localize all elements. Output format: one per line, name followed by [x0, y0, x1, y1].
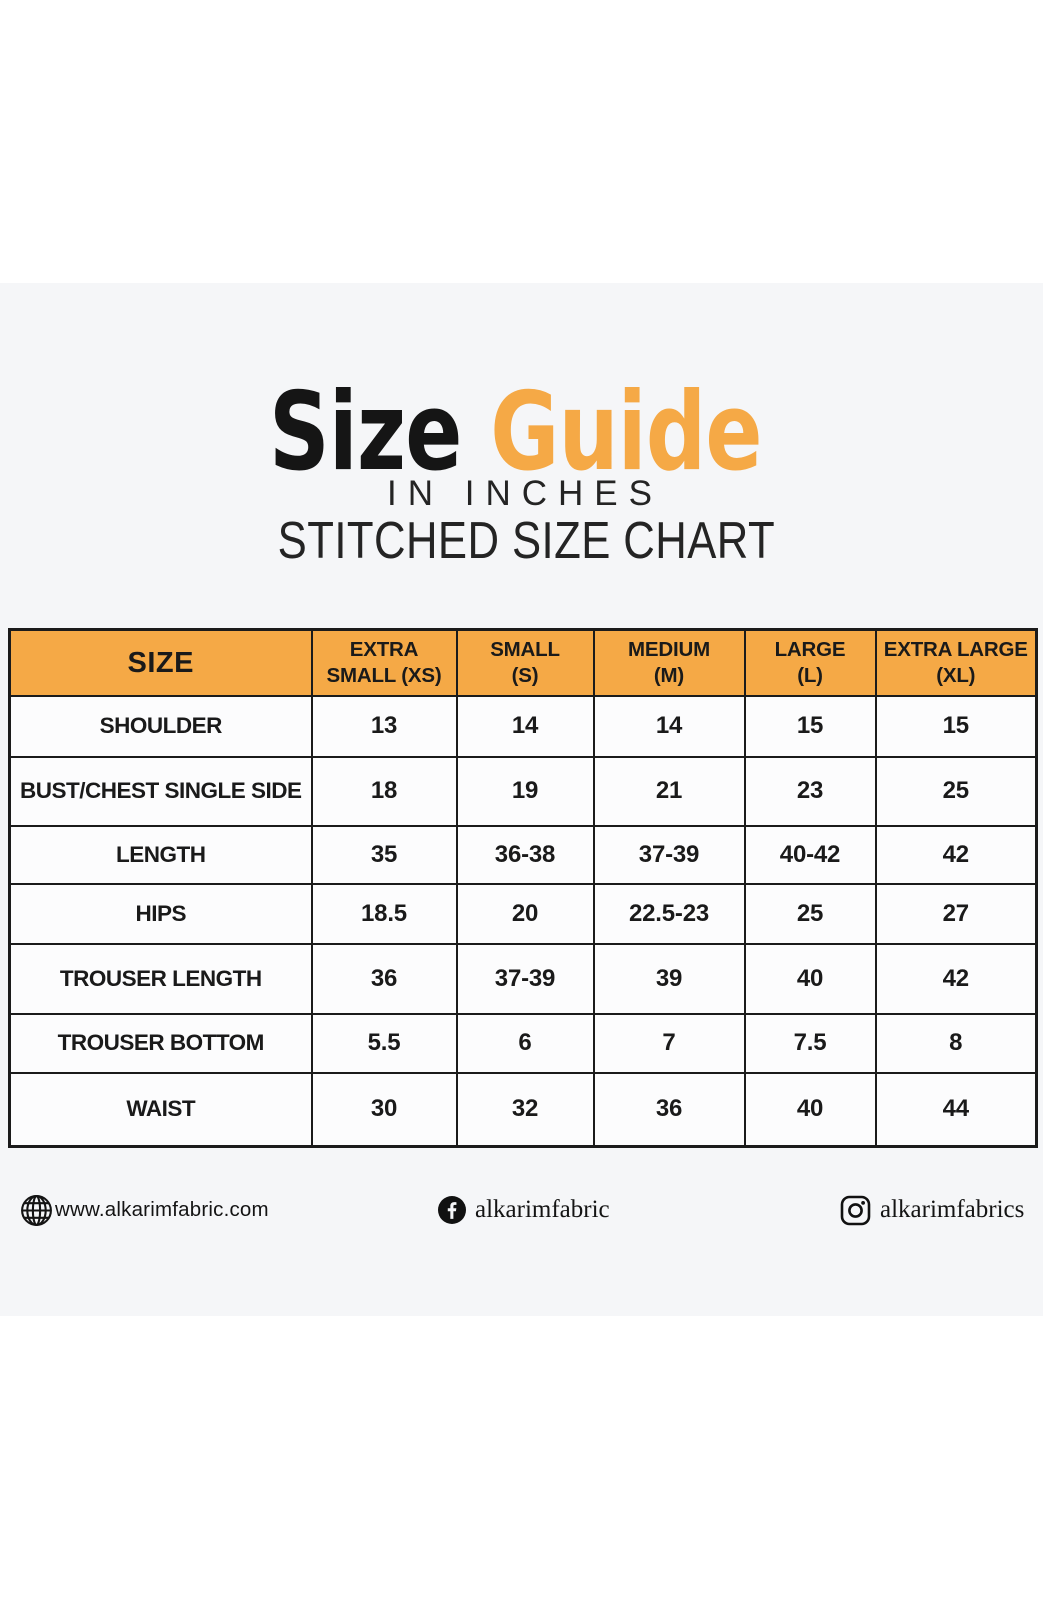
table-row: HIPS 18.5 20 22.5-23 25 27	[8, 882, 1038, 945]
row-label: BUST/CHEST SINGLE SIDE	[8, 755, 313, 827]
size-value-cell: 18.5	[310, 882, 458, 945]
title-word-guide: Guide	[490, 370, 762, 495]
table-row: TROUSER LENGTH 36 37-39 39 40 42	[8, 942, 1038, 1015]
size-value-cell: 36-38	[455, 824, 595, 885]
footer-instagram: alkarimfabrics	[840, 1190, 1024, 1230]
size-value-cell: 21	[592, 755, 746, 827]
website-url: www.alkarimfabric.com	[55, 1198, 269, 1221]
size-value-cell: 36	[592, 1071, 746, 1148]
column-header: EXTRA SMALL (XS)	[310, 628, 458, 697]
size-value-cell: 7.5	[743, 1012, 877, 1074]
size-value-cell: 36	[310, 942, 458, 1015]
column-header: LARGE (L)	[743, 628, 877, 697]
table-row: BUST/CHEST SINGLE SIDE 18 19 21 23 25	[8, 755, 1038, 827]
header-row: SIZE EXTRA SMALL (XS) SMALL (S) MEDIUM (M) L…	[8, 628, 1038, 697]
size-value-cell: 32	[455, 1071, 595, 1148]
page-title: Size Guide	[113, 379, 917, 487]
size-value-cell: 20	[455, 882, 595, 945]
size-value-cell: 18	[310, 755, 458, 827]
footer-facebook: alkarimfabric	[438, 1190, 610, 1230]
globe-icon	[21, 1194, 52, 1226]
size-value-cell: 14	[592, 694, 746, 758]
size-value-cell: 25	[743, 882, 877, 945]
size-value-cell: 37-39	[455, 942, 595, 1015]
size-value-cell: 44	[874, 1071, 1038, 1148]
column-header: MEDIUM (M)	[592, 628, 746, 697]
row-label: LENGTH	[8, 824, 313, 885]
size-chart-table: SIZE EXTRA SMALL (XS) SMALL (S) MEDIUM (M) L…	[8, 628, 1038, 1148]
row-label: SHOULDER	[8, 694, 313, 758]
size-value-cell: 42	[874, 824, 1038, 885]
size-value-cell: 40-42	[743, 824, 877, 885]
size-value-cell: 30	[310, 1071, 458, 1148]
size-value-cell: 8	[874, 1012, 1038, 1074]
size-value-cell: 25	[874, 755, 1038, 827]
instagram-handle: alkarimfabrics	[880, 1196, 1025, 1223]
instagram-icon	[840, 1195, 871, 1225]
subtitle-in-inches: IN INCHES	[387, 474, 663, 513]
column-header: SMALL (S)	[455, 628, 595, 697]
size-value-cell: 19	[455, 755, 595, 827]
table-row: LENGTH 35 36-38 37-39 40-42 42	[8, 824, 1038, 885]
size-value-cell: 13	[310, 694, 458, 758]
size-chart-header: SIZE EXTRA SMALL (XS) SMALL (S) MEDIUM (M) L…	[8, 628, 1038, 697]
row-label: TROUSER LENGTH	[8, 942, 313, 1015]
subtitle-stitched-size-chart: STITCHED SIZE CHART	[277, 512, 776, 570]
size-value-cell: 42	[874, 942, 1038, 1015]
column-header: EXTRA LARGE (XL)	[874, 628, 1038, 697]
size-value-cell: 40	[743, 942, 877, 1015]
size-value-cell: 6	[455, 1012, 595, 1074]
table-row: TROUSER BOTTOM 5.5 6 7 7.5 8	[8, 1012, 1038, 1074]
row-label: WAIST	[8, 1071, 313, 1148]
row-label: TROUSER BOTTOM	[8, 1012, 313, 1074]
size-value-cell: 22.5-23	[592, 882, 746, 945]
size-value-cell: 14	[455, 694, 595, 758]
size-value-cell: 5.5	[310, 1012, 458, 1074]
table-row: SHOULDER 13 14 14 15 15	[8, 694, 1038, 758]
row-label: HIPS	[8, 882, 313, 945]
size-value-cell: 15	[743, 694, 877, 758]
size-value-cell: 27	[874, 882, 1038, 945]
size-value-cell: 7	[592, 1012, 746, 1074]
facebook-handle: alkarimfabric	[475, 1196, 610, 1223]
size-value-cell: 35	[310, 824, 458, 885]
footer-website: www.alkarimfabric.com	[20, 1190, 269, 1230]
table-row: WAIST 30 32 36 40 44	[8, 1071, 1038, 1148]
size-value-cell: 40	[743, 1071, 877, 1148]
size-chart-body: SHOULDER 13 14 14 15 15 BUST/CHEST SINGLE SIDE…	[8, 694, 1038, 1148]
column-header-size: SIZE	[8, 628, 313, 697]
size-value-cell: 23	[743, 755, 877, 827]
size-value-cell: 39	[592, 942, 746, 1015]
size-value-cell: 37-39	[592, 824, 746, 885]
size-value-cell: 15	[874, 694, 1038, 758]
facebook-icon	[438, 1196, 466, 1224]
title-word-size: Size	[269, 370, 462, 495]
